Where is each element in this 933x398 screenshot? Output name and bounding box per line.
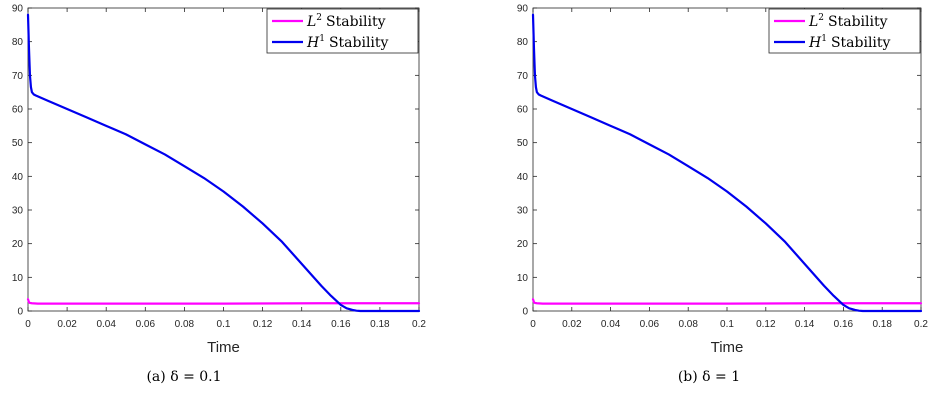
y-tick-label: 20	[12, 239, 24, 250]
legend-label: H1 Stability	[808, 34, 891, 51]
y-tick-label: 80	[517, 37, 529, 48]
series-line-l2-stability	[26, 298, 421, 305]
y-tick-label: 10	[517, 273, 529, 284]
x-tick-label: 0	[530, 319, 536, 330]
y-tick-label: 30	[517, 206, 529, 217]
y-tick-label: 60	[517, 105, 529, 116]
x-tick-label: 0.06	[136, 319, 156, 330]
x-tick-label: 0.16	[834, 319, 854, 330]
x-tick-label: 0.12	[253, 319, 273, 330]
legend-label: H1 Stability	[306, 34, 389, 51]
y-tick-label: 40	[12, 172, 24, 183]
series-line-h1-stability	[26, 13, 421, 313]
y-tick-label: 90	[517, 4, 529, 15]
x-tick-label: 0.06	[640, 319, 660, 330]
x-tick-label: 0.02	[57, 319, 77, 330]
y-tick-label: 30	[12, 206, 24, 217]
x-tick-label: 0.18	[370, 319, 390, 330]
series-line-h1-stability	[531, 13, 923, 313]
y-tick-label: 70	[517, 71, 529, 82]
subfigure-caption: (a) δ = 0.1	[146, 369, 221, 385]
legend-label-text: Stability	[828, 14, 888, 30]
y-tick-label: 80	[12, 37, 24, 48]
legend-label-symbol: L	[808, 14, 818, 30]
x-tick-label: 0.2	[412, 319, 426, 330]
y-tick-label: 70	[12, 71, 24, 82]
x-tick-label: 0.14	[795, 319, 815, 330]
y-tick-label: 10	[12, 273, 24, 284]
y-tick-label: 40	[517, 172, 529, 183]
legend-label: L2 Stability	[306, 13, 386, 30]
y-tick-label: 60	[12, 105, 24, 116]
legend-label-superscript: 1	[319, 34, 325, 44]
legend-label-symbol: H	[306, 35, 320, 51]
subfigure-caption: (b) δ = 1	[678, 369, 740, 385]
x-axis-label: Time	[207, 339, 240, 356]
legend-box	[768, 8, 921, 54]
legend-label-superscript: 2	[818, 13, 824, 23]
legend-label: L2 Stability	[808, 13, 888, 30]
legend-label-superscript: 1	[821, 34, 827, 44]
y-tick-label: 0	[17, 307, 23, 318]
chart-panel-1: 0 0.02 0.04 0.06 0.08 0.1 0.12 0.14 0.16 0.18 0.2 0…	[12, 4, 427, 386]
x-tick-label: 0.14	[292, 319, 312, 330]
x-tick-label: 0.04	[96, 319, 116, 330]
x-tick-label: 0.18	[872, 319, 892, 330]
chart-panel-2: 0 0.02 0.04 0.06 0.08 0.1 0.12 0.14 0.16 0.18 0.2 0…	[517, 4, 929, 386]
x-tick-label: 0.12	[756, 319, 776, 330]
legend-label-superscript: 2	[316, 13, 322, 23]
x-tick-label: 0.1	[720, 319, 734, 330]
legend-label-symbol: L	[306, 14, 316, 30]
x-tick-label: 0.04	[601, 319, 621, 330]
series-line-l2-stability	[531, 298, 923, 305]
x-tick-label: 0	[25, 319, 31, 330]
y-tick-label: 0	[522, 307, 528, 318]
x-tick-label: 0.08	[175, 319, 195, 330]
legend-label-text: Stability	[329, 35, 389, 51]
legend-label-text: Stability	[831, 35, 891, 51]
x-axis-label: Time	[711, 339, 744, 356]
legend-box	[266, 8, 419, 54]
y-tick-label: 90	[12, 4, 24, 15]
plot-area	[532, 7, 922, 312]
plot-area	[27, 7, 420, 312]
legend-label-symbol: H	[808, 35, 822, 51]
x-tick-label: 0.2	[914, 319, 928, 330]
x-tick-label: 0.16	[331, 319, 351, 330]
x-tick-label: 0.02	[562, 319, 582, 330]
x-tick-label: 0.1	[217, 319, 231, 330]
legend-label-text: Stability	[326, 14, 386, 30]
y-tick-label: 50	[12, 138, 24, 149]
y-tick-label: 20	[517, 239, 529, 250]
y-tick-label: 50	[517, 138, 529, 149]
x-tick-label: 0.08	[678, 319, 698, 330]
